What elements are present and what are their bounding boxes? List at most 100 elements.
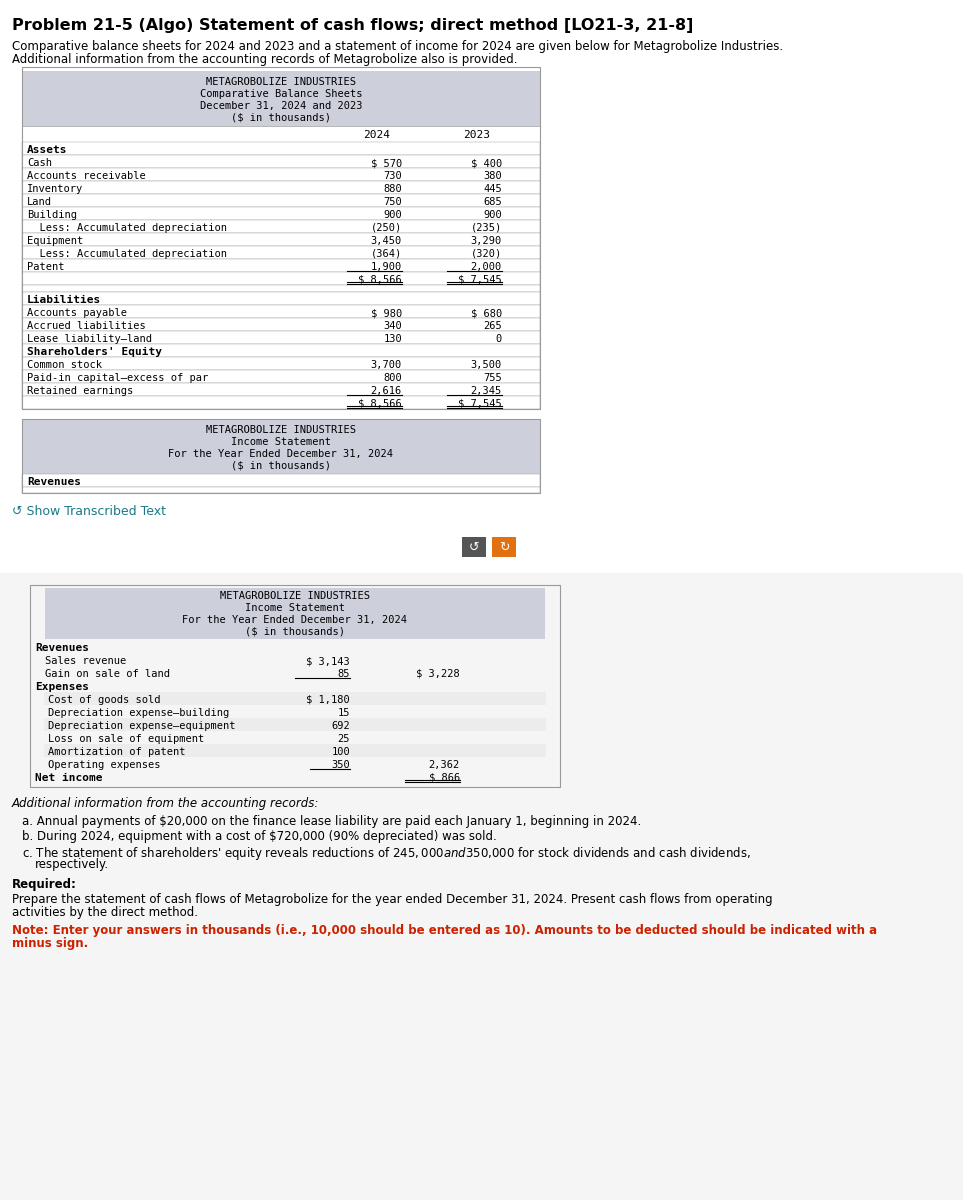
Text: METAGROBOLIZE INDUSTRIES: METAGROBOLIZE INDUSTRIES [206,77,356,86]
Text: 15: 15 [337,708,350,718]
Bar [22,474,540,487]
Text: 100: 100 [331,746,350,757]
Text: Required:: Required: [12,878,77,890]
Text: Liabilities: Liabilities [27,295,101,305]
Text: ($ in thousands): ($ in thousands) [231,113,331,122]
Text: 880: 880 [383,184,402,194]
Text: 730: 730 [383,170,402,181]
Text: 2024: 2024 [363,130,391,140]
Text: respectively.: respectively. [35,858,109,871]
Bar [22,181,540,194]
Text: Common stock: Common stock [27,360,102,370]
Text: c. The statement of shareholders' equity reveals reductions of $245,000 and $350: c. The statement of shareholders' equity… [22,845,751,862]
Text: Prepare the statement of cash flows of Metagrobolize for the year ended December: Prepare the statement of cash flows of M… [12,893,772,906]
Text: 0: 0 [496,334,502,344]
Text: $ 400: $ 400 [471,158,502,168]
Bar [44,704,546,718]
Bar [462,538,486,557]
Text: Shareholders' Equity: Shareholders' Equity [27,347,162,358]
Bar [30,584,560,787]
Text: $ 1,180: $ 1,180 [306,695,350,704]
Text: 3,700: 3,700 [371,360,402,370]
Text: 350: 350 [331,760,350,770]
Text: METAGROBOLIZE INDUSTRIES: METAGROBOLIZE INDUSTRIES [206,425,356,434]
Bar [22,67,540,409]
Bar [45,588,545,638]
Text: 130: 130 [383,334,402,344]
Text: METAGROBOLIZE INDUSTRIES: METAGROBOLIZE INDUSTRIES [220,590,370,601]
Text: minus sign.: minus sign. [12,937,89,950]
Text: 2,345: 2,345 [471,386,502,396]
Text: Accounts receivable: Accounts receivable [27,170,145,181]
Text: Less: Accumulated depreciation: Less: Accumulated depreciation [27,223,227,233]
Text: Operating expenses: Operating expenses [48,760,161,770]
Bar [22,284,540,292]
Bar [44,757,546,770]
Text: Income Statement: Income Statement [245,602,345,613]
Bar [22,168,540,181]
Text: Expenses: Expenses [35,682,89,692]
Bar [22,246,540,259]
Text: (235): (235) [471,223,502,233]
Text: 85: 85 [337,670,350,679]
Text: Net income: Net income [35,773,102,784]
Text: $ 8,566: $ 8,566 [358,398,402,409]
Text: $ 866: $ 866 [429,773,460,784]
Text: 3,450: 3,450 [371,236,402,246]
Text: Building: Building [27,210,77,220]
Text: $ 7,545: $ 7,545 [458,398,502,409]
Text: For the Year Ended December 31, 2024: For the Year Ended December 31, 2024 [183,614,407,625]
Bar [22,126,540,142]
Text: Accounts payable: Accounts payable [27,308,127,318]
Bar [22,292,540,305]
Bar [22,318,540,331]
Text: Equipment: Equipment [27,236,83,246]
Text: Note: Enter your answers in thousands (i.e., 10,000 should be entered as 10). Am: Note: Enter your answers in thousands (i… [12,924,877,937]
Text: Revenues: Revenues [27,476,81,487]
Text: 750: 750 [383,197,402,206]
Text: Accrued liabilities: Accrued liabilities [27,322,145,331]
Bar [22,194,540,206]
Text: Income Statement: Income Statement [231,437,331,446]
Text: Assets: Assets [27,145,67,155]
Text: (250): (250) [371,223,402,233]
Bar [22,206,540,220]
Text: 1,900: 1,900 [371,262,402,272]
Text: Additional information from the accounting records:: Additional information from the accounti… [12,797,320,810]
Text: 692: 692 [331,721,350,731]
Text: activities by the direct method.: activities by the direct method. [12,906,198,919]
Bar [44,692,546,704]
Text: 2,000: 2,000 [471,262,502,272]
Text: Paid-in capital—excess of par: Paid-in capital—excess of par [27,373,208,383]
Text: Depreciation expense–building: Depreciation expense–building [48,708,229,718]
Bar [22,272,540,284]
Text: 755: 755 [483,373,502,383]
Text: Comparative Balance Sheets: Comparative Balance Sheets [199,89,362,98]
Text: Patent: Patent [27,262,65,272]
Text: For the Year Ended December 31, 2024: For the Year Ended December 31, 2024 [169,449,394,458]
Text: Lease liability—land: Lease liability—land [27,334,152,344]
Bar [22,344,540,358]
Text: 340: 340 [383,322,402,331]
Bar [22,305,540,318]
Text: b. During 2024, equipment with a cost of $720,000 (90% depreciated) was sold.: b. During 2024, equipment with a cost of… [22,830,497,842]
Text: Cash: Cash [27,158,52,168]
Text: Revenues: Revenues [35,643,89,653]
Bar [44,731,546,744]
Text: ($ in thousands): ($ in thousands) [245,626,345,637]
Text: $ 570: $ 570 [371,158,402,168]
Text: Depreciation expense–equipment: Depreciation expense–equipment [48,721,236,731]
Text: ↺: ↺ [469,541,480,554]
Text: Cost of goods sold: Cost of goods sold [48,695,161,704]
Text: a. Annual payments of $20,000 on the finance lease liability are paid each Janua: a. Annual payments of $20,000 on the fin… [22,815,641,828]
Bar [44,718,546,731]
Bar [22,370,540,383]
Text: Retained earnings: Retained earnings [27,386,133,396]
Bar [492,538,516,557]
Text: 2,362: 2,362 [429,760,460,770]
Text: $ 980: $ 980 [371,308,402,318]
Text: (320): (320) [471,248,502,259]
Text: Loss on sale of equipment: Loss on sale of equipment [48,734,204,744]
Bar [22,487,540,493]
Text: Comparative balance sheets for 2024 and 2023 and a statement of income for 2024 : Comparative balance sheets for 2024 and … [12,40,783,53]
